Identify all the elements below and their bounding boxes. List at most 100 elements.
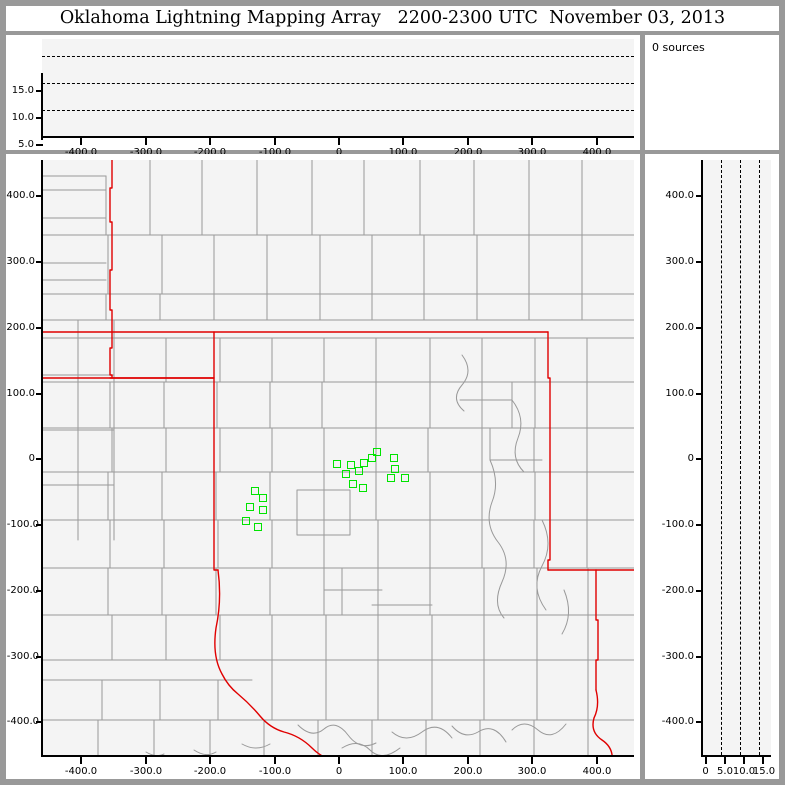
hist-xtick-label-10: 10.0 — [732, 766, 756, 777]
hist-xtick-0 — [705, 757, 707, 764]
source-marker — [360, 459, 368, 467]
gridline-y-10 — [42, 83, 634, 84]
ytick-label-15: 15.0 — [11, 85, 34, 96]
map-ytick--100 — [36, 524, 43, 526]
xtick-label-0: 0 — [335, 147, 343, 158]
hist-xtick-label-5: 5.0 — [717, 766, 733, 777]
source-marker — [390, 454, 398, 462]
hist-xtick-label-15: 15.0 — [752, 766, 776, 777]
map-ytick-label-300: 300.0 — [6, 256, 35, 267]
hist-x-axis — [701, 755, 771, 757]
xtick-100 — [402, 138, 404, 145]
source-count-panel[interactable]: 0 sources — [645, 35, 779, 150]
map-xtick-label--100: -100.0 — [258, 766, 292, 777]
hist-ytick--100 — [696, 524, 703, 526]
source-marker — [246, 503, 254, 511]
hist-ytick-label--200: -200.0 — [661, 585, 694, 596]
map-xtick-label-100: 100.0 — [388, 766, 418, 777]
ytick-10 — [36, 117, 43, 119]
map-ytick-label-100: 100.0 — [6, 388, 35, 399]
hist-ytick--300 — [696, 656, 703, 658]
source-marker — [242, 517, 250, 525]
xtick--100 — [274, 138, 276, 145]
time-altitude-panel[interactable]: 15.0 10.0 5.0 0 -400.0 -300.0 -200.0 -10… — [6, 35, 640, 177]
xtick--200 — [209, 138, 211, 145]
source-marker — [373, 448, 381, 456]
source-marker — [342, 470, 350, 478]
source-marker — [333, 460, 341, 468]
map-xtick-label-300: 300.0 — [517, 766, 547, 777]
xtick-400 — [596, 138, 598, 145]
xtick-0 — [338, 138, 340, 145]
map-xtick-label-200: 200.0 — [453, 766, 483, 777]
hist-ytick-label-0: 0 — [687, 453, 694, 464]
plan-view-map-panel[interactable]: 400.0 300.0 200.0 100.0 0 -100.0 -200.0 … — [6, 154, 640, 779]
hist-ytick--400 — [696, 721, 703, 723]
source-marker — [251, 487, 259, 495]
gridline-y-15 — [42, 56, 634, 57]
map-xtick-300 — [531, 757, 533, 764]
map-ytick-200 — [36, 327, 43, 329]
state-boundaries — [42, 160, 634, 755]
map-xtick-label-0: 0 — [335, 766, 343, 777]
map-ytick-label-400: 400.0 — [6, 190, 35, 201]
map-ytick-label-0: 0 — [28, 453, 35, 464]
map-xtick-label--300: -300.0 — [129, 766, 163, 777]
map-ytick-0 — [36, 458, 43, 460]
hist-ytick-100 — [696, 393, 703, 395]
map-xtick-200 — [467, 757, 469, 764]
map-ytick-400 — [36, 195, 43, 197]
source-marker — [368, 454, 376, 462]
xtick-200 — [467, 138, 469, 145]
xtick-label--400: -400.0 — [64, 147, 98, 158]
altitude-histogram-panel[interactable]: 400.0 300.0 200.0 100.0 0 -100.0 -200.0 … — [645, 154, 779, 779]
map-xtick-label-400: 400.0 — [582, 766, 612, 777]
map-ytick--400 — [36, 721, 43, 723]
hist-ytick-label-400: 400.0 — [665, 190, 694, 201]
hist-xtick-15 — [762, 757, 764, 764]
map-xtick-label--200: -200.0 — [193, 766, 227, 777]
hist-xtick-10 — [743, 757, 745, 764]
hist-ytick--200 — [696, 590, 703, 592]
time-altitude-y-axis — [41, 73, 43, 140]
gridline-x-15 — [759, 160, 760, 755]
hist-xtick-5 — [724, 757, 726, 764]
xtick-label-200: 200.0 — [453, 147, 483, 158]
time-altitude-x-axis — [41, 136, 634, 138]
altitude-histogram-plot-area[interactable] — [702, 160, 771, 755]
hist-ytick-0 — [696, 458, 703, 460]
hist-ytick-label--100: -100.0 — [661, 519, 694, 530]
map-ytick--300 — [36, 656, 43, 658]
page-title: Oklahoma Lightning Mapping Array 2200-23… — [59, 8, 726, 28]
hist-ytick-300 — [696, 261, 703, 263]
map-ytick-label--400: -400.0 — [6, 716, 39, 727]
source-marker — [391, 465, 399, 473]
xtick-300 — [531, 138, 533, 145]
xtick--400 — [80, 138, 82, 145]
map-ytick-label--100: -100.0 — [6, 519, 39, 530]
source-marker — [254, 523, 262, 531]
title-bar: Oklahoma Lightning Mapping Array 2200-23… — [6, 6, 779, 31]
ytick-15 — [36, 90, 43, 92]
map-ytick-label-200: 200.0 — [6, 322, 35, 333]
plan-view-map-plot-area[interactable] — [42, 160, 634, 755]
source-marker — [401, 474, 409, 482]
time-altitude-plot-area[interactable] — [42, 39, 634, 136]
source-marker — [359, 484, 367, 492]
map-ytick-300 — [36, 261, 43, 263]
xtick-label-400: 400.0 — [582, 147, 612, 158]
ytick-5 — [36, 144, 43, 146]
map-xtick--200 — [209, 757, 211, 764]
ytick-label-10: 10.0 — [11, 112, 34, 123]
map-ytick-label--300: -300.0 — [6, 651, 39, 662]
hist-ytick-label-300: 300.0 — [665, 256, 694, 267]
hist-ytick-label-200: 200.0 — [665, 322, 694, 333]
source-marker — [259, 494, 267, 502]
gridline-y-5 — [42, 110, 634, 111]
map-xtick-0 — [338, 757, 340, 764]
ytick-label-5: 5.0 — [18, 139, 34, 150]
map-xtick--400 — [80, 757, 82, 764]
map-x-axis — [41, 755, 634, 757]
source-marker — [349, 480, 357, 488]
